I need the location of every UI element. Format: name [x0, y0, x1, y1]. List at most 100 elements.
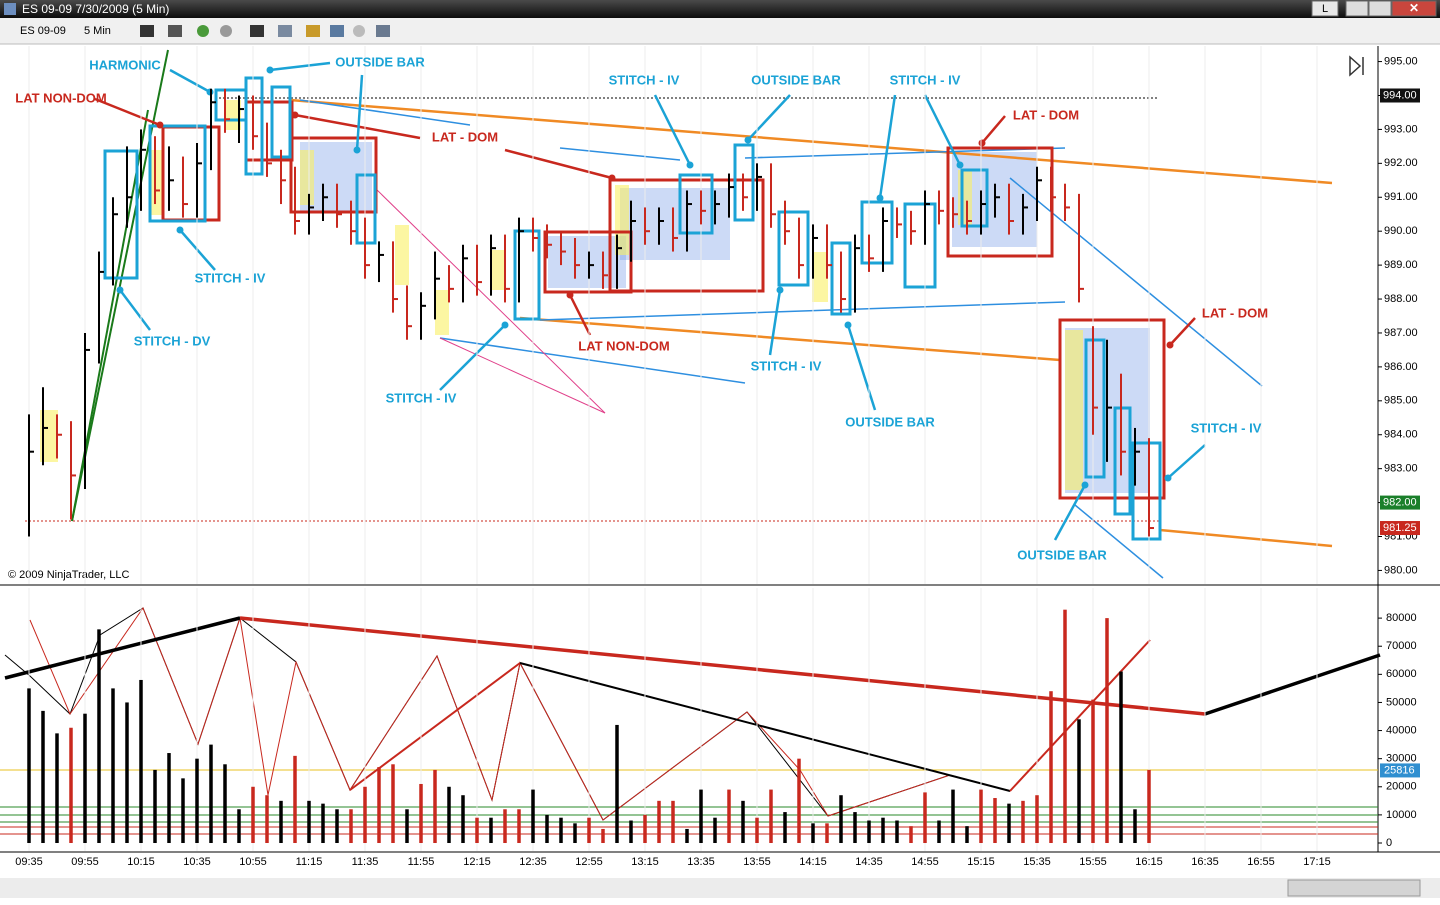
trend-line — [439, 337, 606, 414]
price-marker — [1380, 88, 1420, 103]
pattern-box — [1131, 441, 1162, 541]
trend-line — [71, 49, 169, 522]
x-tick-label: 10:35 — [183, 856, 211, 868]
arrow-head — [686, 161, 694, 169]
annotation: STITCH - IV — [1191, 420, 1262, 435]
draw-button[interactable] — [168, 25, 182, 37]
volume-bar — [391, 764, 395, 844]
indicator-button[interactable] — [330, 25, 344, 37]
x-tick-label: 17:15 — [1303, 856, 1331, 868]
volume-bar — [153, 769, 157, 844]
strategy-button[interactable] — [306, 25, 320, 37]
volume-bar — [1063, 609, 1067, 844]
minimize-button[interactable] — [1345, 0, 1369, 17]
properties-button[interactable] — [278, 25, 292, 37]
annotation-arrow — [981, 115, 1006, 144]
zoom-out-button[interactable] — [220, 25, 232, 37]
y-tick-label: 986.00 — [1384, 361, 1418, 373]
annotation: STITCH - IV — [751, 358, 822, 373]
scroll-thumb[interactable] — [1287, 879, 1421, 897]
annotation: LAT NON-DOM — [15, 90, 106, 105]
pattern-box — [903, 202, 937, 289]
volume-bar — [937, 820, 941, 844]
x-tick-label: 15:35 — [1023, 856, 1051, 868]
x-tick-label: 11:35 — [352, 856, 379, 868]
volume-bar — [237, 809, 241, 844]
fib-zone — [300, 150, 314, 205]
volume-bar — [265, 795, 269, 844]
fib-zone — [435, 290, 449, 335]
volume-bar — [475, 817, 479, 844]
pattern-box — [513, 229, 541, 321]
volume-bar — [279, 800, 283, 844]
instrument-select[interactable]: ES 09-09 — [20, 25, 66, 37]
fib-zone — [615, 185, 629, 255]
y-tick-label: 80000 — [1386, 612, 1417, 624]
swing-line — [29, 606, 1151, 821]
price-marker-label: 982.00 — [1383, 496, 1417, 508]
scroll-end-button[interactable] — [1349, 55, 1364, 77]
x-tick-label: 12:35 — [519, 856, 547, 868]
x-tick-label: 13:15 — [631, 856, 659, 868]
y-tick-label: 70000 — [1386, 640, 1417, 652]
volume-bar — [727, 789, 731, 844]
pattern-box — [1084, 338, 1106, 479]
data-box-button[interactable] — [376, 25, 390, 37]
volume-bar — [783, 812, 787, 844]
volume-bar — [867, 820, 871, 844]
volume-bar — [363, 786, 367, 844]
x-tick-label: 13:35 — [687, 856, 715, 868]
trend-line — [289, 98, 1333, 185]
pattern-box — [830, 241, 852, 316]
pattern-box — [733, 143, 755, 222]
volume-bar — [195, 758, 199, 844]
volume-bar — [811, 823, 815, 844]
volume-bar — [615, 724, 619, 844]
x-tick-label: 15:55 — [1079, 856, 1107, 868]
x-tick-label: 12:55 — [575, 856, 603, 868]
annotation: OUTSIDE BAR — [845, 414, 935, 429]
arrow-head — [1166, 341, 1174, 349]
volume-bar — [587, 817, 591, 844]
trend-line — [374, 187, 606, 414]
scrollbar[interactable] — [0, 878, 1440, 898]
layout-button[interactable] — [1311, 0, 1339, 17]
close-button[interactable] — [1391, 0, 1437, 17]
trend-line — [519, 316, 1061, 362]
price-marker-label: 994.00 — [1383, 89, 1417, 101]
volume-bar — [27, 688, 31, 844]
arrow-head — [956, 161, 964, 169]
close-glyph: ✕ — [1409, 1, 1419, 15]
layout-button-label: L — [1322, 3, 1328, 15]
volume-bar — [321, 803, 325, 844]
annotation-arrow — [119, 289, 151, 331]
annotation-arrow — [169, 68, 211, 94]
bar-type-button[interactable] — [140, 25, 154, 37]
arrow-head — [156, 121, 164, 129]
volume-bar — [1077, 719, 1081, 844]
x-tick-label: 10:15 — [127, 856, 155, 868]
volume-bar — [1133, 809, 1137, 844]
volume-bar — [69, 727, 73, 844]
arrow-head — [266, 66, 274, 74]
x-tick-label: 16:15 — [1135, 856, 1163, 868]
zoom-in-button[interactable] — [197, 25, 209, 37]
trend-line — [1074, 504, 1164, 579]
volume-bar — [993, 798, 997, 844]
arrow-head — [844, 321, 852, 329]
volume-bar — [1091, 699, 1095, 844]
y-tick-label: 987.00 — [1384, 327, 1418, 339]
maximize-button[interactable] — [1368, 0, 1392, 17]
y-tick-label: 0 — [1386, 837, 1392, 849]
fib-zone — [225, 100, 241, 130]
annotation-arrow — [1169, 317, 1196, 346]
volume-bar — [41, 710, 45, 844]
annotation: OUTSIDE BAR — [751, 72, 841, 87]
volume-bar — [139, 679, 143, 844]
annotation-arrow — [747, 94, 791, 141]
interval-select[interactable]: 5 Min — [84, 25, 111, 37]
template-button[interactable] — [353, 25, 365, 37]
crosshair-button[interactable] — [250, 25, 264, 37]
annotation: STITCH - IV — [195, 270, 266, 285]
volume-bar — [923, 792, 927, 844]
